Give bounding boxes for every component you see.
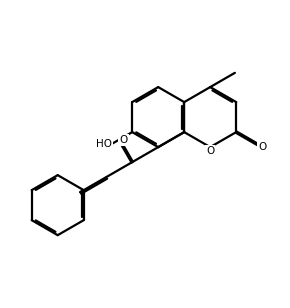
Text: HO: HO [96,139,112,149]
Text: O: O [206,146,214,156]
Text: O: O [119,135,128,145]
Text: O: O [258,142,267,152]
